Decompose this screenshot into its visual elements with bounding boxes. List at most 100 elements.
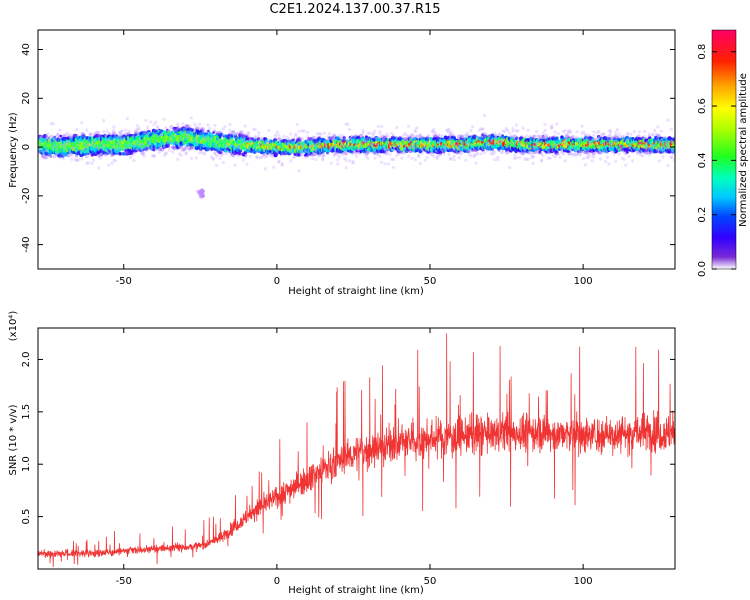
heatmap-point — [336, 162, 340, 166]
heatmap-point — [93, 131, 97, 135]
page-title: C2E1.2024.137.00.37.R15 — [269, 2, 441, 17]
heatmap-point — [127, 129, 131, 134]
heatmap-point — [176, 122, 180, 126]
heatmap-point — [267, 129, 271, 133]
heatmap-point — [348, 159, 352, 163]
heatmap-point — [248, 154, 252, 158]
heatmap-point — [49, 135, 54, 139]
heatmap-point — [125, 116, 129, 121]
heatmap-point — [371, 133, 375, 137]
heatmap-point — [447, 127, 451, 131]
heatmap-point — [439, 152, 443, 157]
heatmap-point — [312, 135, 316, 139]
heatmap-point — [312, 152, 317, 157]
heatmap-point — [66, 133, 70, 137]
heatmap-point — [214, 163, 219, 168]
heatmap-point — [413, 157, 417, 162]
heatmap-point — [70, 157, 74, 161]
heatmap-point — [53, 135, 56, 139]
heatmap-point — [407, 154, 411, 158]
heatmap-point — [383, 162, 387, 166]
heatmap-point — [41, 154, 45, 159]
heatmap-point — [354, 154, 358, 158]
heatmap-point — [294, 134, 298, 138]
heatmap-point — [198, 122, 202, 126]
heatmap-point — [149, 120, 153, 124]
heatmap-point — [88, 132, 93, 137]
heatmap-point — [107, 131, 111, 135]
heatmap-point — [49, 134, 54, 138]
heatmap-point — [359, 133, 363, 137]
heatmap-point — [373, 156, 377, 160]
heatmap-point — [96, 133, 101, 138]
heatmap-point — [118, 133, 123, 138]
heatmap-point — [167, 148, 171, 152]
heatmap-point — [418, 132, 422, 137]
heatmap-point — [282, 134, 286, 138]
heatmap-point — [102, 119, 106, 123]
heatmap-point — [68, 135, 72, 139]
heatmap-point — [73, 134, 77, 138]
heatmap-point — [41, 155, 46, 159]
heatmap-point — [105, 129, 109, 133]
heatmap-point — [228, 122, 232, 127]
heatmap-point — [95, 133, 100, 138]
heatmap-point — [368, 131, 372, 135]
heatmap-point — [80, 157, 84, 161]
heatmap-point — [144, 118, 148, 122]
heatmap-point — [433, 131, 438, 135]
heatmap-point — [137, 127, 141, 131]
heatmap-point — [326, 152, 330, 156]
heatmap-point — [457, 156, 461, 160]
heatmap-point — [255, 155, 259, 160]
heatmap-point — [76, 158, 80, 162]
heatmap-point — [243, 124, 247, 128]
heatmap-point — [425, 155, 429, 159]
heatmap-point — [113, 159, 118, 163]
heatmap-point — [391, 133, 395, 138]
heatmap-point — [386, 134, 390, 138]
heatmap-point — [208, 126, 212, 131]
heatmap-point — [44, 151, 48, 155]
heatmap-point — [105, 151, 110, 155]
heatmap-point — [339, 136, 343, 140]
heatmap-point — [110, 161, 114, 165]
heatmap-point — [59, 134, 63, 138]
heatmap-point — [314, 157, 318, 162]
heatmap-point — [140, 151, 144, 155]
heatmap-point — [351, 161, 355, 165]
heatmap-point — [257, 131, 261, 135]
heatmap-point — [337, 155, 342, 159]
heatmap-point — [322, 154, 326, 158]
heatmap-point — [58, 128, 62, 132]
heatmap-point — [103, 133, 107, 137]
heatmap-point — [84, 154, 89, 159]
heatmap-point — [203, 152, 207, 156]
heatmap-point — [366, 156, 370, 160]
heatmap-point — [242, 153, 248, 158]
heatmap-point — [321, 156, 325, 161]
heatmap-point — [167, 145, 171, 149]
heatmap-point — [135, 124, 139, 128]
heatmap-point — [177, 126, 182, 130]
heatmap-point — [61, 155, 65, 158]
heatmap-point — [380, 160, 384, 164]
heatmap-point — [317, 153, 321, 158]
heatmap-point — [391, 157, 395, 161]
heatmap-point — [297, 129, 301, 133]
heatmap-point — [228, 129, 232, 133]
heatmap-point — [75, 159, 79, 163]
heatmap-point — [422, 135, 426, 139]
heatmap-point — [112, 128, 116, 132]
heatmap-point — [49, 122, 54, 126]
heatmap-point — [221, 161, 225, 165]
heatmap-point — [73, 157, 77, 161]
heatmap-point — [241, 158, 246, 162]
heatmap-point — [189, 116, 193, 120]
heatmap-point — [302, 129, 306, 133]
heatmap-point — [277, 133, 281, 137]
heatmap-point — [55, 132, 61, 137]
heatmap-point — [275, 130, 279, 134]
heatmap-points — [38, 114, 675, 199]
heatmap-point — [52, 154, 57, 159]
